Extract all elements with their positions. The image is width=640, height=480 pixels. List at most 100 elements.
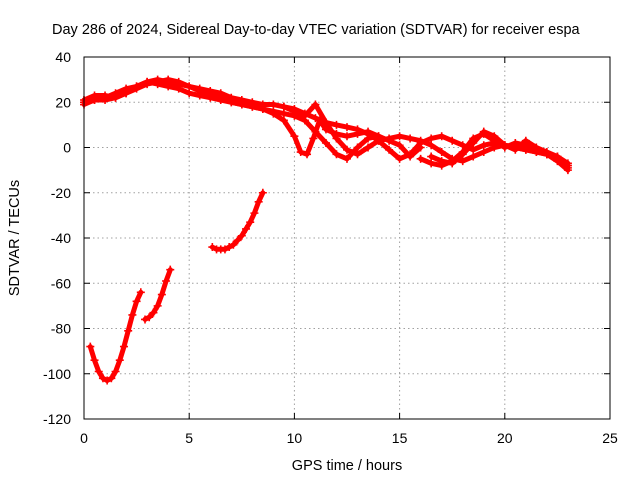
data-point xyxy=(437,157,446,166)
data-point xyxy=(141,315,150,324)
data-point xyxy=(185,89,194,98)
data-point xyxy=(385,134,394,143)
data-point xyxy=(269,107,278,116)
x-tick-labels: 0 5 10 15 20 25 xyxy=(80,430,618,446)
data-point xyxy=(395,154,404,163)
data-series xyxy=(80,75,572,385)
series-trace xyxy=(281,102,571,166)
data-point xyxy=(145,313,154,322)
data-point xyxy=(111,93,120,102)
data-point xyxy=(416,154,425,163)
y-tick-label: -20 xyxy=(51,185,71,201)
x-axis-title: GPS time / hours xyxy=(292,458,402,474)
y-tick-label: 20 xyxy=(55,94,71,110)
y-tick-label: -60 xyxy=(51,275,71,291)
data-point xyxy=(332,134,341,143)
data-point xyxy=(332,120,341,129)
grid-lines xyxy=(84,57,610,419)
data-point xyxy=(157,290,166,299)
data-point xyxy=(246,218,255,227)
data-point xyxy=(174,77,183,86)
data-point xyxy=(343,154,351,163)
data-point xyxy=(542,148,551,157)
data-point xyxy=(490,132,499,141)
data-point xyxy=(469,145,478,154)
series-track-d xyxy=(279,100,572,168)
data-point xyxy=(242,224,251,233)
data-point xyxy=(511,145,520,154)
data-point xyxy=(303,150,312,159)
x-tick-label: 0 xyxy=(80,430,88,446)
y-tick-label: 0 xyxy=(63,140,71,156)
data-point xyxy=(90,356,99,365)
data-point xyxy=(229,240,238,249)
data-point xyxy=(469,152,478,161)
data-point xyxy=(227,93,236,102)
data-point xyxy=(437,148,446,157)
data-point xyxy=(553,152,562,161)
data-point xyxy=(448,136,457,145)
data-point xyxy=(132,84,141,93)
data-point xyxy=(427,152,436,161)
data-point xyxy=(248,98,257,107)
data-point xyxy=(448,159,457,168)
data-point xyxy=(296,148,305,157)
data-point xyxy=(479,148,488,157)
data-point xyxy=(353,125,362,134)
data-point xyxy=(269,100,278,109)
data-point xyxy=(162,276,171,285)
data-point xyxy=(237,95,246,104)
data-point xyxy=(469,138,478,147)
data-point xyxy=(153,77,162,86)
axis-ticks xyxy=(83,56,611,420)
data-point xyxy=(406,150,415,159)
data-point xyxy=(309,134,318,143)
data-point xyxy=(98,374,107,383)
data-point xyxy=(115,356,124,365)
data-point xyxy=(458,150,467,159)
series-trace xyxy=(87,289,144,383)
data-point xyxy=(406,134,415,143)
series-track-f xyxy=(427,127,572,172)
data-point xyxy=(136,288,145,297)
data-point xyxy=(258,100,267,109)
data-point xyxy=(290,132,299,141)
data-point xyxy=(479,127,488,136)
data-point xyxy=(353,150,362,159)
data-point xyxy=(107,374,116,383)
data-point xyxy=(279,116,288,125)
data-point xyxy=(149,308,158,317)
data-point xyxy=(164,75,173,84)
data-point xyxy=(311,100,320,109)
data-point xyxy=(427,141,436,150)
data-point xyxy=(90,95,99,104)
data-point xyxy=(532,143,541,152)
data-point xyxy=(521,136,530,145)
data-point xyxy=(395,141,404,150)
data-point xyxy=(119,342,128,351)
data-point xyxy=(563,163,572,172)
data-point xyxy=(479,141,488,150)
data-point xyxy=(343,145,351,154)
data-point xyxy=(427,134,436,143)
data-point xyxy=(258,188,267,197)
data-point xyxy=(86,342,95,351)
data-point xyxy=(124,326,133,335)
series-arc-2 xyxy=(141,265,175,324)
data-point xyxy=(128,310,137,319)
x-tick-label: 5 xyxy=(185,430,193,446)
data-point xyxy=(385,145,394,154)
data-point xyxy=(111,367,120,376)
data-point xyxy=(122,89,131,98)
series-arc-3 xyxy=(208,188,267,254)
chart-title: Day 286 of 2024, Sidereal Day-to-day VTE… xyxy=(52,22,581,38)
data-point xyxy=(220,245,229,254)
data-point xyxy=(374,136,383,145)
data-point xyxy=(511,138,520,147)
data-point xyxy=(395,132,404,141)
data-point xyxy=(300,111,309,120)
data-point xyxy=(103,376,112,385)
y-tick-label: -40 xyxy=(51,230,71,246)
data-point xyxy=(364,129,373,138)
